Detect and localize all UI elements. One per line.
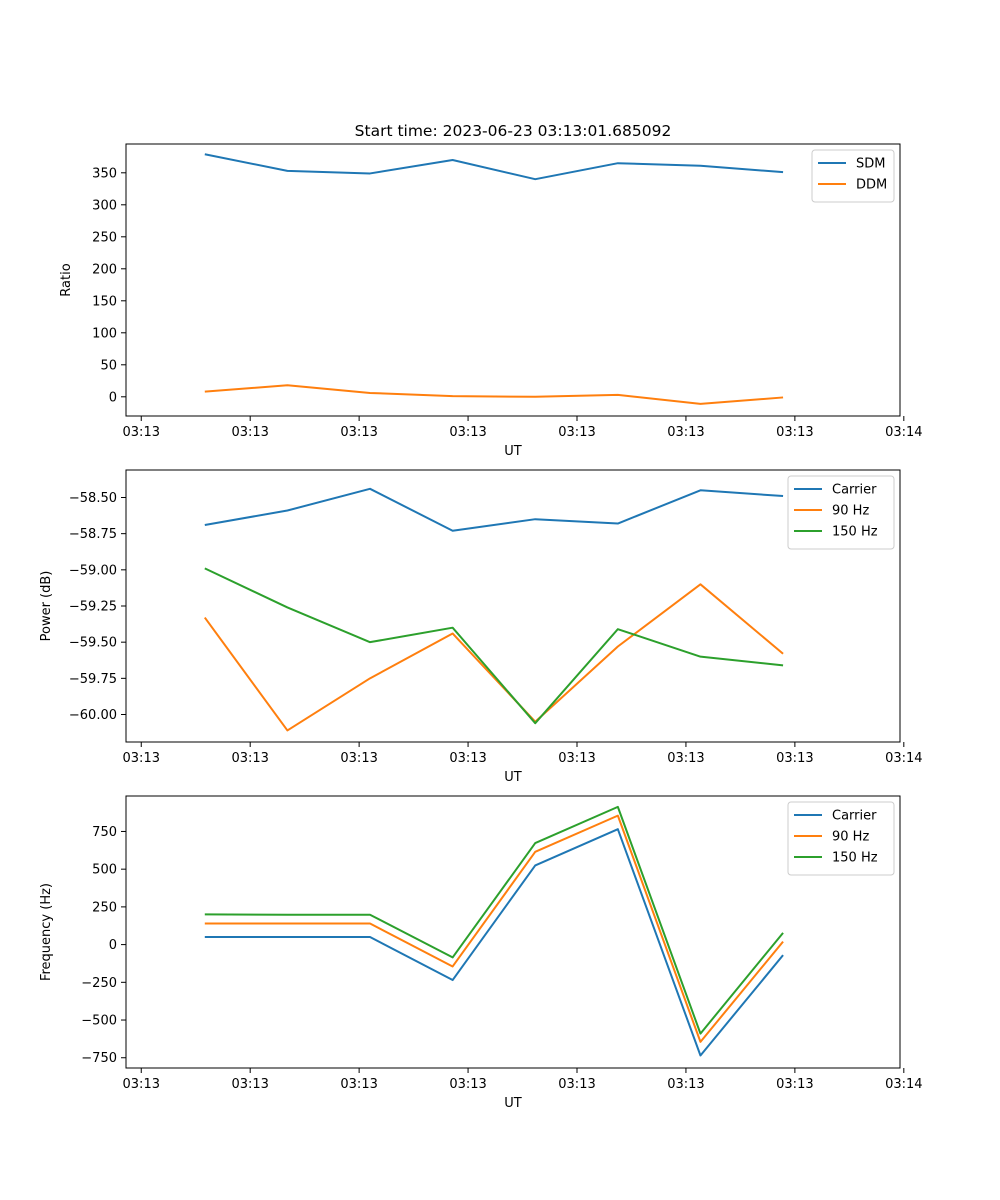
x-tick-label: 03:13 — [449, 1077, 486, 1092]
x-tick-label: 03:14 — [885, 751, 922, 766]
y-tick-label: 500 — [92, 863, 117, 878]
x-axis-label: UT — [504, 1096, 522, 1111]
series-line-carrier — [204, 828, 784, 1057]
x-tick-label: 03:13 — [667, 751, 704, 766]
legend-entry: 150 Hz — [832, 525, 878, 540]
series-line-ddm — [204, 384, 784, 405]
x-tick-label: 03:13 — [667, 425, 704, 440]
x-tick-label: 03:13 — [123, 1077, 160, 1092]
x-tick-label: 03:13 — [231, 1077, 268, 1092]
y-tick-label: −58.75 — [69, 527, 117, 542]
x-tick-label: 03:13 — [449, 751, 486, 766]
y-tick-label: 200 — [92, 262, 117, 277]
series-line-150-hz — [204, 805, 784, 1035]
series-line-90-hz — [204, 814, 784, 1043]
x-tick-label: 03:13 — [231, 425, 268, 440]
y-tick-label: 250 — [92, 230, 117, 245]
y-tick-label: −60.00 — [69, 708, 117, 723]
legend-entry: Carrier — [832, 809, 877, 824]
series-line-150-hz — [204, 567, 784, 725]
legend-entry: DDM — [856, 178, 887, 193]
y-tick-label: 750 — [92, 825, 117, 840]
y-tick-label: −59.00 — [69, 563, 117, 578]
legend-entry: SDM — [856, 157, 885, 172]
x-tick-label: 03:13 — [340, 751, 377, 766]
x-tick-label: 03:13 — [340, 425, 377, 440]
x-tick-label: 03:13 — [776, 425, 813, 440]
series-line-carrier — [204, 487, 784, 532]
legend: Carrier 90 Hz 150 Hz — [787, 475, 895, 550]
y-tick-label: 250 — [92, 900, 117, 915]
x-tick-label: 03:13 — [340, 1077, 377, 1092]
legend: SDM DDM — [811, 149, 895, 203]
panels: Start time: 2023-06-23 03:13:01.685092 0 5… — [39, 122, 923, 1111]
y-tick-label: −750 — [81, 1051, 117, 1066]
y-tick-label: 350 — [92, 166, 117, 181]
series-line-sdm — [204, 153, 784, 181]
legend: Carrier 90 Hz 150 Hz — [787, 801, 895, 876]
y-tick-label: −59.50 — [69, 636, 117, 651]
x-axis-label: UT — [504, 444, 522, 459]
y-tick-label: 0 — [109, 938, 117, 953]
x-tick-label: 03:14 — [885, 425, 922, 440]
panel-3: −750 −500 −250 0 250 500 750 03:13 03:13 03:13 03:… — [39, 795, 923, 1111]
y-tick-label: −59.75 — [69, 672, 117, 687]
y-tick-label: −58.50 — [69, 491, 117, 506]
x-tick-label: 03:13 — [123, 751, 160, 766]
y-axis-label: Frequency (Hz) — [39, 883, 54, 981]
legend-entry: 90 Hz — [832, 504, 869, 519]
legend-entry: Carrier — [832, 483, 877, 498]
panel-2: −60.00 −59.75 −59.50 −59.25 −59.00 −58.75 −58.… — [39, 469, 923, 785]
y-tick-label: 300 — [92, 198, 117, 213]
plot-frame — [125, 143, 901, 417]
x-tick-label: 03:13 — [776, 1077, 813, 1092]
x-tick-label: 03:13 — [558, 1077, 595, 1092]
x-tick-label: 03:14 — [885, 1077, 922, 1092]
y-tick-label: −500 — [81, 1014, 117, 1029]
y-tick-label: −59.25 — [69, 600, 117, 615]
y-tick-label: −250 — [81, 976, 117, 991]
x-axis-label: UT — [504, 770, 522, 785]
chart-title: Start time: 2023-06-23 03:13:01.685092 — [355, 122, 672, 140]
series-line-90-hz — [203, 583, 784, 732]
y-axis-label: Ratio — [59, 263, 74, 296]
x-tick-label: 03:13 — [231, 751, 268, 766]
x-tick-label: 03:13 — [123, 425, 160, 440]
y-tick-label: 100 — [92, 326, 117, 341]
y-tick-label: 0 — [109, 390, 117, 405]
x-tick-label: 03:13 — [667, 1077, 704, 1092]
x-tick-label: 03:13 — [558, 751, 595, 766]
y-axis-label: Power (dB) — [39, 571, 54, 642]
legend-entry: 90 Hz — [832, 830, 869, 845]
plot-frame — [125, 795, 901, 1069]
y-tick-label: 50 — [100, 358, 117, 373]
x-tick-label: 03:13 — [558, 425, 595, 440]
y-tick-label: 150 — [92, 294, 117, 309]
legend-entry: 150 Hz — [832, 851, 878, 866]
panel-1: Start time: 2023-06-23 03:13:01.685092 0 5… — [59, 122, 923, 459]
x-tick-label: 03:13 — [449, 425, 486, 440]
x-tick-label: 03:13 — [776, 751, 813, 766]
